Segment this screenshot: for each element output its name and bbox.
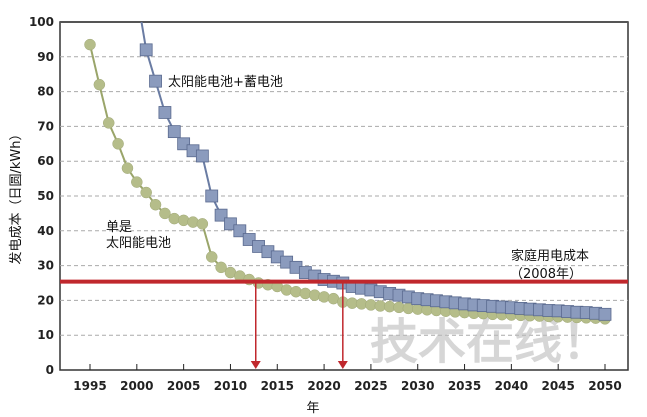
y-tick-label: 50 [37, 189, 54, 203]
data-point-solar-only [112, 138, 124, 150]
data-point-solar-only [121, 162, 134, 174]
data-point-solar-battery [195, 149, 209, 163]
data-point-solar-battery [598, 307, 612, 321]
data-point-solar-only [290, 285, 302, 298]
x-tick-label: 2050 [588, 379, 621, 393]
data-point-solar-only [140, 186, 152, 199]
y-axis-label: 发电成本（日圆/kWh） [8, 127, 24, 264]
data-point-solar-only [308, 289, 321, 301]
y-tick-label: 90 [37, 50, 54, 64]
data-point-solar-only [215, 261, 227, 274]
data-point-solar-only [102, 117, 115, 129]
y-tick-label: 60 [37, 154, 54, 168]
data-point-solar-only [280, 284, 293, 296]
x-tick-label: 2025 [354, 379, 387, 393]
arrow-head [250, 361, 261, 369]
series-label-solar-only: 太阳能电池 [106, 236, 171, 251]
y-tick-label: 0 [46, 363, 54, 377]
x-tick-label: 2005 [167, 379, 200, 393]
data-point-solar-only [177, 214, 190, 227]
x-tick-label: 2030 [401, 379, 434, 393]
data-point-solar-only [168, 212, 181, 225]
x-tick-label: 2015 [261, 379, 294, 393]
data-point-solar-only [149, 198, 162, 211]
data-point-solar-only [159, 207, 171, 220]
y-tick-label: 40 [37, 224, 54, 238]
data-point-solar-only [93, 78, 106, 91]
data-point-solar-battery [139, 43, 153, 57]
x-axis-label: 年 [306, 401, 319, 416]
data-point-solar-battery [205, 189, 219, 203]
watermark: 技术在线！ [370, 314, 610, 370]
y-tick-label: 10 [37, 328, 54, 342]
series-label-solar-only: 单是 [106, 220, 132, 235]
x-tick-label: 2045 [541, 379, 574, 393]
y-tick-label: 20 [37, 293, 54, 307]
data-point-solar-battery [149, 74, 162, 88]
y-tick-label: 30 [37, 259, 54, 273]
x-tick-label: 2020 [307, 379, 340, 393]
x-tick-label: 2040 [495, 379, 528, 393]
data-point-solar-battery [158, 106, 172, 119]
data-point-solar-only [205, 251, 218, 263]
reference-label: 家庭用电成本 [511, 248, 589, 264]
y-tick-label: 100 [29, 15, 54, 29]
x-tick-label: 2010 [214, 379, 247, 393]
data-point-solar-only [299, 287, 312, 300]
x-tick-label: 1995 [73, 379, 106, 393]
data-point-solar-only [318, 291, 330, 303]
series-label-solar-battery: 太阳能电池+蓄电池 [168, 75, 283, 90]
data-point-solar-only [187, 216, 199, 228]
x-tick-label: 2000 [120, 379, 153, 393]
y-tick-label: 70 [37, 119, 54, 133]
data-point-solar-only [131, 176, 143, 188]
x-tick-label: 2035 [448, 379, 481, 393]
reference-label-year: （2008年） [510, 267, 582, 282]
y-tick-label: 80 [37, 85, 54, 99]
data-point-solar-battery [167, 125, 181, 139]
data-point-solar-only [84, 38, 96, 51]
data-point-solar-only [196, 218, 209, 230]
arrow-head [337, 361, 348, 369]
